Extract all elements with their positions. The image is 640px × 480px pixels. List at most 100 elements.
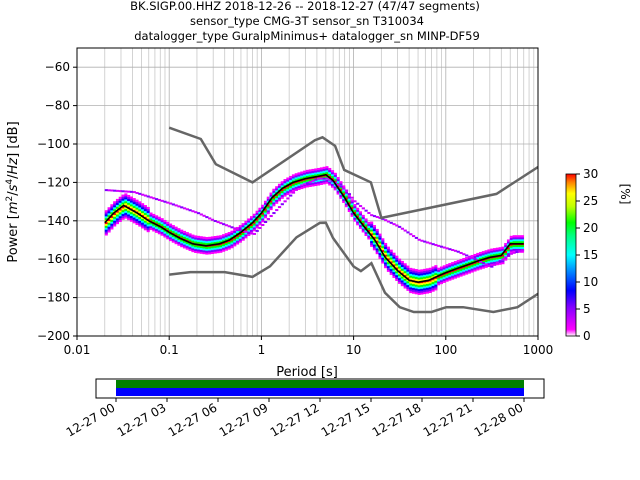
heatmap-cell xyxy=(124,199,128,202)
heatmap-cell xyxy=(160,227,164,230)
heatmap-cell xyxy=(476,262,480,265)
heatmap-cell xyxy=(261,204,265,207)
heatmap-cell xyxy=(484,265,488,268)
heatmap-cell xyxy=(451,265,455,269)
heatmap-cell xyxy=(322,172,326,175)
heatmap-cell xyxy=(417,269,421,272)
heatmap-cell xyxy=(275,193,279,197)
heatmap-cell xyxy=(339,185,343,188)
heatmap-cell xyxy=(492,250,497,253)
heatmap-cell xyxy=(269,202,273,205)
heatmap-cell xyxy=(409,287,413,290)
heatmap-cell xyxy=(398,268,402,271)
heatmap-cell xyxy=(135,191,139,194)
heatmap-cell xyxy=(263,200,268,203)
heatmap-cell xyxy=(143,220,147,223)
heatmap-cell xyxy=(113,189,117,192)
heatmap-cell xyxy=(520,235,525,238)
heatmap-cell xyxy=(152,229,156,232)
heatmap-cell xyxy=(370,225,374,228)
heatmap-cell xyxy=(160,218,164,221)
plot-frame xyxy=(76,47,539,337)
heatmap-cell xyxy=(216,247,220,250)
heatmap-cell xyxy=(230,244,234,247)
heatmap-cell xyxy=(462,253,466,256)
heatmap-cell xyxy=(174,241,178,245)
heatmap-cell xyxy=(311,172,315,175)
heatmap-cell xyxy=(384,265,388,269)
heatmap-cell xyxy=(515,240,519,244)
heatmap-cell xyxy=(403,272,407,276)
heatmap-cell xyxy=(191,246,195,249)
heatmap-cell xyxy=(492,259,497,262)
heatmap-cell xyxy=(420,292,424,295)
heatmap-cell xyxy=(372,215,377,218)
heatmap-cell xyxy=(113,205,117,208)
heatmap-cell xyxy=(398,277,402,281)
heatmap-cell xyxy=(168,227,173,230)
heatmap-cell xyxy=(411,283,416,287)
heatmap-cell xyxy=(238,232,242,235)
heatmap-cell xyxy=(400,283,404,287)
heatmap-cell xyxy=(465,270,469,273)
heatmap-cell xyxy=(501,254,505,257)
heatmap-cell xyxy=(501,250,505,253)
heatmap-cell xyxy=(289,183,293,186)
heatmap-cell xyxy=(518,246,522,249)
heatmap-cell xyxy=(356,211,360,214)
heatmap-cell xyxy=(191,238,195,241)
heatmap-cell xyxy=(303,180,307,183)
heatmap-cell xyxy=(241,225,245,228)
heatmap-cell xyxy=(160,220,164,223)
heatmap-cell xyxy=(247,220,251,223)
heatmap-cell xyxy=(425,291,430,294)
heatmap-cell xyxy=(266,208,270,211)
x-axis-ticks: 0.01 0.1 1 10 100 1000 xyxy=(64,336,553,357)
heatmap-cell xyxy=(406,286,410,289)
heatmap-cell xyxy=(115,200,120,204)
heatmap-cell xyxy=(495,247,499,250)
heatmap-cell xyxy=(411,276,416,279)
heatmap-cell xyxy=(456,265,460,269)
heatmap-cell xyxy=(182,242,187,245)
heatmap-cell xyxy=(202,246,206,249)
heatmap-cell xyxy=(194,246,198,250)
heatmap-cell xyxy=(110,209,114,213)
heatmap-cell xyxy=(305,175,309,178)
heatmap-cell xyxy=(191,236,195,239)
heatmap-cell xyxy=(403,282,407,285)
heatmap-cell xyxy=(127,190,131,193)
heatmap-cell xyxy=(506,243,511,246)
heatmap-cell xyxy=(375,248,379,251)
heatmap-cell xyxy=(364,226,368,229)
ppsd-heatmap xyxy=(104,166,525,295)
heatmap-cell xyxy=(113,201,117,204)
heatmap-cell xyxy=(330,172,335,175)
heatmap-cell xyxy=(319,171,323,174)
heatmap-cell xyxy=(417,283,421,286)
heatmap-cell xyxy=(314,174,318,177)
heatmap-cell xyxy=(199,238,203,241)
heatmap-cell xyxy=(442,246,446,249)
heatmap-cell xyxy=(403,280,407,283)
heatmap-cell xyxy=(473,269,477,272)
heatmap-cell xyxy=(168,225,173,228)
heatmap-cell xyxy=(465,272,469,275)
heatmap-cell xyxy=(375,230,379,234)
heatmap-cell xyxy=(325,177,329,180)
heatmap-cell xyxy=(381,249,385,253)
heatmap-cell xyxy=(157,232,161,235)
heatmap-cell xyxy=(160,231,164,234)
heatmap-cell xyxy=(492,257,497,260)
heatmap-cell xyxy=(129,215,133,218)
statistic-curves xyxy=(104,173,524,284)
heatmap-cell xyxy=(333,184,337,187)
heatmap-cell xyxy=(330,185,335,188)
heatmap-cell xyxy=(194,235,198,238)
heatmap-cell xyxy=(266,212,270,215)
heatmap-cell xyxy=(495,249,499,252)
heatmap-cell xyxy=(325,179,329,182)
heatmap-cell xyxy=(451,273,455,276)
heatmap-cell xyxy=(149,225,153,229)
heatmap-cell xyxy=(163,231,167,234)
